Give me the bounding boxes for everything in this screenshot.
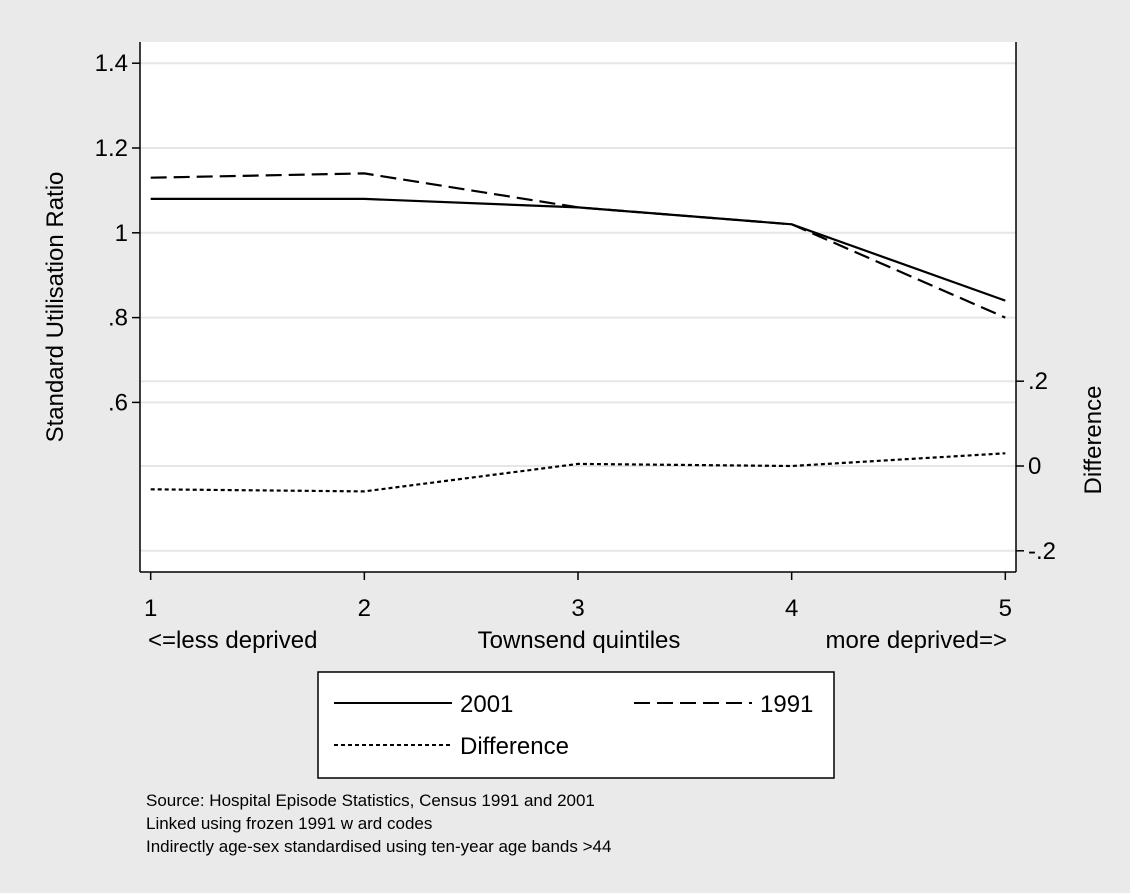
y2-tick-label-0: -.2 bbox=[1028, 538, 1056, 565]
x-tick-label-4: 5 bbox=[999, 595, 1012, 622]
legend-box bbox=[317, 671, 835, 779]
x-tick-label-3: 4 bbox=[785, 595, 798, 622]
axis-layer: .6 .8 1 1.2 1.4 -.2 0 .2 1 2 3 4 5 bbox=[95, 42, 1056, 622]
x-tick-label-1: 2 bbox=[358, 595, 371, 622]
x-tick-label-0: 1 bbox=[144, 595, 157, 622]
legend-label-difference: Difference bbox=[460, 733, 569, 760]
legend-label-2001: 2001 bbox=[460, 691, 513, 718]
y2-tick-label-2: .2 bbox=[1028, 368, 1048, 395]
x-sublabel-right: more deprived=> bbox=[826, 627, 1007, 654]
legend: 2001 1991 Difference bbox=[317, 671, 835, 779]
y-tick-label-4: 1.4 bbox=[95, 50, 128, 77]
x-tick-label-2: 3 bbox=[571, 595, 584, 622]
x-sublabel-left: <=less deprived bbox=[148, 627, 317, 654]
y-tick-label-0: .6 bbox=[108, 389, 128, 416]
series-line-1991 bbox=[150, 172, 1006, 319]
series-line-difference bbox=[150, 452, 1006, 493]
y-tick-label-1: .8 bbox=[108, 305, 128, 332]
source-note: Source: Hospital Episode Statistics, Cen… bbox=[146, 791, 595, 810]
y-axis-title: Standard Utilisation Ratio bbox=[42, 172, 69, 443]
y-tick-label-2: 1 bbox=[115, 220, 128, 247]
plot-area bbox=[140, 42, 1016, 572]
y2-axis-title: Difference bbox=[1080, 386, 1107, 495]
grid-layer bbox=[140, 62, 1016, 552]
series-layer bbox=[150, 172, 1006, 493]
standardisation-note: Indirectly age-sex standardised using te… bbox=[146, 837, 611, 856]
x-sublabel-center: Townsend quintiles bbox=[478, 627, 681, 654]
linkage-note: Linked using frozen 1991 w ard codes bbox=[146, 814, 432, 833]
series-line-2001 bbox=[150, 197, 1006, 302]
legend-label-1991: 1991 bbox=[760, 691, 813, 718]
y2-tick-label-1: 0 bbox=[1028, 453, 1041, 480]
y-tick-label-3: 1.2 bbox=[95, 135, 128, 162]
